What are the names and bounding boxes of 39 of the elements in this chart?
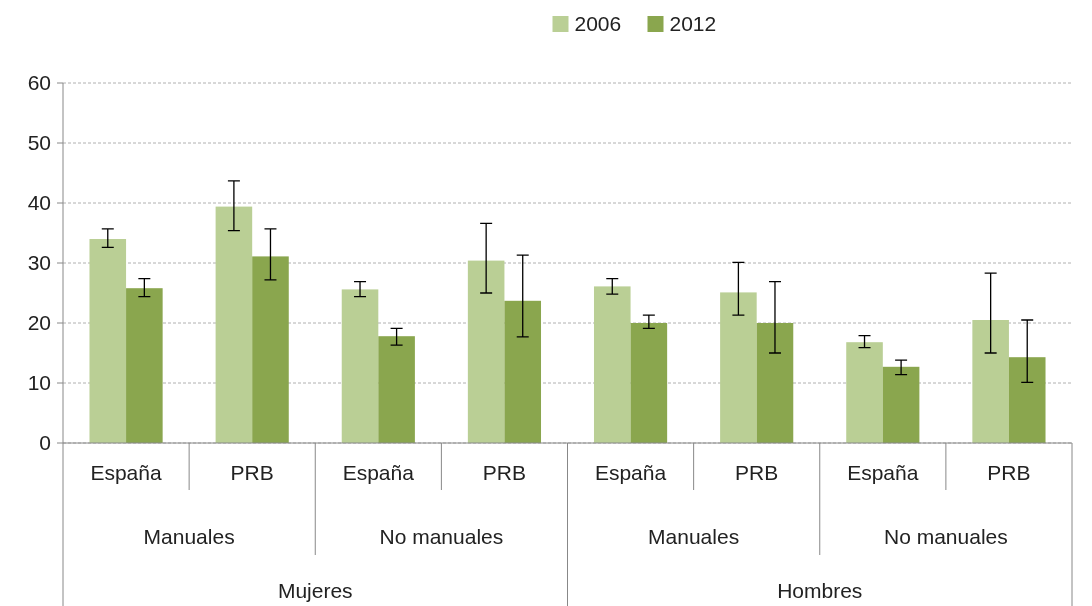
text: Manuales: [648, 525, 740, 548]
text: No manuales: [379, 525, 504, 548]
bar: [467, 260, 505, 443]
text: Manuales: [143, 525, 235, 548]
x-tick-label: PRB: [735, 461, 779, 484]
y-tick-label: 30: [27, 251, 51, 275]
bar: [630, 323, 668, 443]
bar: [504, 300, 542, 443]
x-tick-label: España: [594, 461, 667, 484]
legend-label: 2006: [574, 12, 622, 36]
bar: [720, 292, 757, 443]
x-tick-label: PRB: [482, 461, 527, 484]
bar: [89, 239, 127, 443]
x-tick-label: PRB: [987, 461, 1031, 484]
y-tick-label: 10: [27, 371, 51, 395]
y-tick-label: 60: [27, 71, 51, 95]
y-tick-label: 40: [27, 191, 51, 215]
legend-label: 2012: [669, 12, 717, 36]
bar: [756, 323, 794, 443]
y-tick-label: 20: [27, 311, 51, 335]
x-tick-label: España: [847, 461, 919, 484]
bar: [882, 366, 920, 443]
x-tick-label: PRB: [230, 461, 274, 484]
x-tick-label: España: [342, 461, 415, 484]
y-tick-label: 50: [27, 131, 51, 155]
bar: [593, 286, 631, 443]
text: Hombres: [777, 579, 863, 602]
bar: [972, 320, 1009, 443]
text: No manuales: [884, 525, 1008, 548]
bar: [378, 336, 415, 443]
bar: [126, 288, 163, 443]
x-tick-label: España: [90, 461, 162, 484]
bar: [252, 256, 289, 443]
bar: [1008, 357, 1046, 443]
bar: [846, 342, 883, 443]
y-tick-label: 0: [39, 431, 51, 455]
bar: [341, 289, 379, 443]
text: Mujeres: [277, 579, 353, 602]
bar: [215, 206, 253, 443]
